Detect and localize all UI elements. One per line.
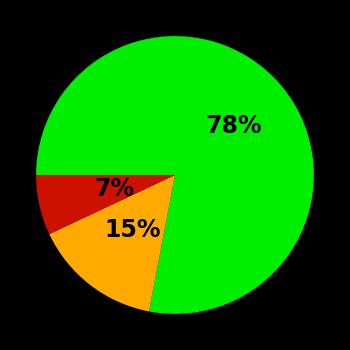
Wedge shape	[36, 175, 175, 234]
Text: 7%: 7%	[94, 177, 134, 201]
Wedge shape	[49, 175, 175, 312]
Text: 78%: 78%	[205, 114, 262, 138]
Text: 15%: 15%	[104, 218, 161, 242]
Wedge shape	[36, 36, 314, 314]
